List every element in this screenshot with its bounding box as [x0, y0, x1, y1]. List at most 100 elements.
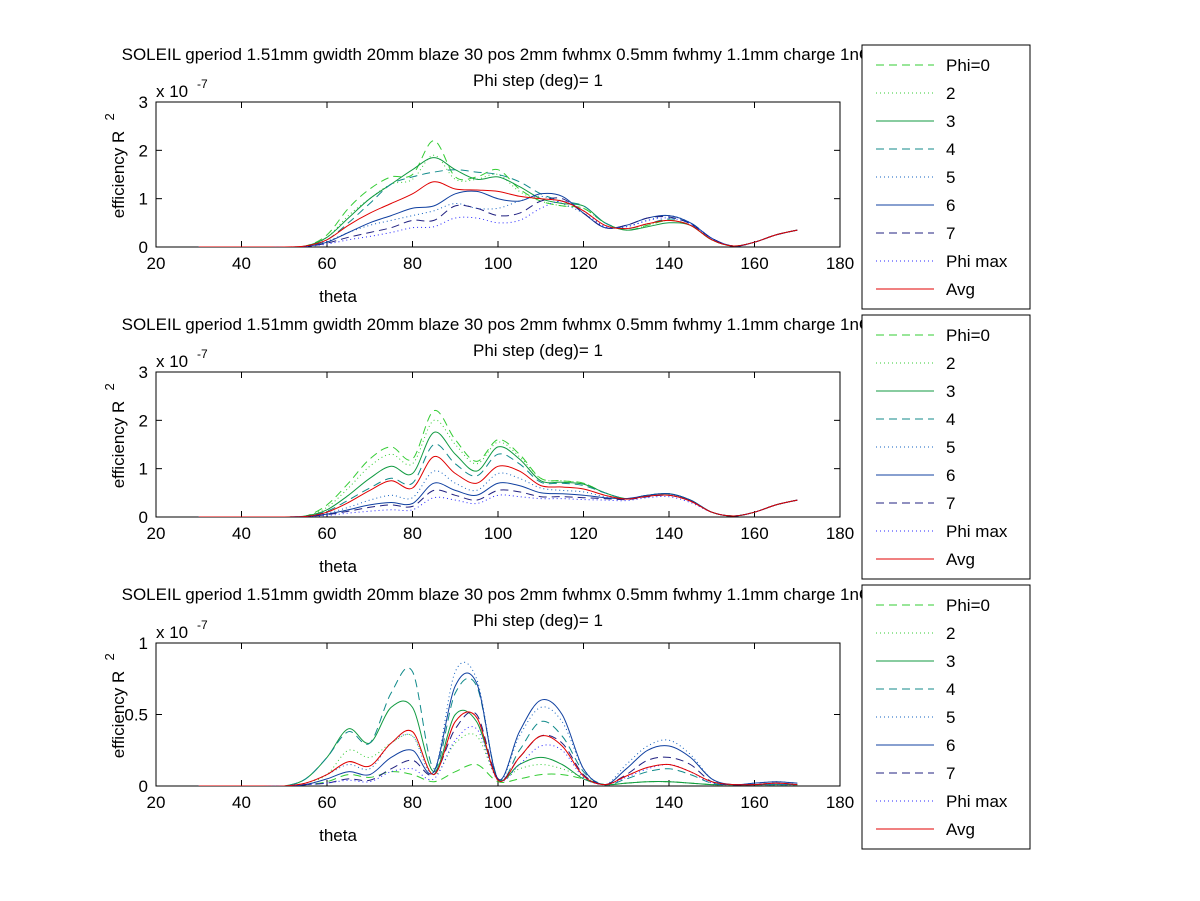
x-tick-label: 120: [569, 524, 597, 543]
series-line-phi3: [198, 157, 798, 247]
y-axis-label-sup: 2: [102, 113, 117, 120]
chart-title: SOLEIL gperiod 1.51mm gwidth 20mm blaze …: [122, 315, 955, 334]
y-tick-label: 1: [139, 634, 148, 653]
x-tick-label: 160: [740, 793, 768, 812]
chart-title: SOLEIL gperiod 1.51mm gwidth 20mm blaze …: [122, 45, 955, 64]
x-tick-label: 20: [147, 793, 166, 812]
chart-subtitle: Phi step (deg)= 1: [473, 611, 603, 630]
series-line-phimax: [198, 200, 798, 247]
x-tick-label: 80: [403, 524, 422, 543]
series-layer: [198, 661, 798, 786]
legend-label: 3: [946, 112, 955, 131]
x-tick-label: 60: [318, 254, 337, 273]
x-tick-label: 20: [147, 254, 166, 273]
plot-area: [155, 371, 841, 518]
legend-label: 4: [946, 410, 955, 429]
x-tick-label: 40: [232, 254, 251, 273]
legend: Phi=0 2 3 4 5 6 7 Phi max Avg: [861, 314, 1031, 580]
legend-label: 6: [946, 466, 955, 485]
legend: Phi=0 2 3 4 5 6 7 Phi max Avg: [861, 584, 1031, 850]
x-tick-label: 80: [403, 793, 422, 812]
exponent-power: -7: [197, 347, 208, 361]
series-line-phi6: [198, 672, 798, 786]
y-axis-label-sup: 2: [102, 383, 117, 390]
series-layer: [198, 410, 798, 517]
legend-label: Phi=0: [946, 596, 990, 615]
exponent-label: x 10: [156, 352, 188, 371]
legend-label: 6: [946, 736, 955, 755]
x-tick-label: 80: [403, 254, 422, 273]
x-tick-label: 140: [655, 254, 683, 273]
x-tick-label: 120: [569, 254, 597, 273]
legend-label: Phi max: [946, 252, 1008, 271]
x-tick-label: 60: [318, 793, 337, 812]
y-tick-label: 2: [139, 141, 148, 160]
series-line-phi5: [198, 661, 798, 786]
series-line-avg: [198, 455, 798, 517]
subplot-2: SOLEIL gperiod 1.51mm gwidth 20mm blaze …: [102, 314, 1031, 580]
series-line-phi7: [198, 711, 798, 786]
y-axis-label: efficiency R: [109, 131, 128, 219]
legend-label: 7: [946, 224, 955, 243]
legend-label: Avg: [946, 550, 975, 569]
x-tick-label: 180: [826, 793, 854, 812]
chart-subtitle: Phi step (deg)= 1: [473, 341, 603, 360]
x-tick-label: 40: [232, 524, 251, 543]
legend-label: 5: [946, 168, 955, 187]
chart-subtitle: Phi step (deg)= 1: [473, 71, 603, 90]
series-line-phi0: [198, 410, 798, 517]
legend-label: Phi max: [946, 522, 1008, 541]
x-tick-label: 120: [569, 793, 597, 812]
subplot-1: SOLEIL gperiod 1.51mm gwidth 20mm blaze …: [102, 44, 1031, 310]
plot-area: [155, 642, 841, 787]
y-tick-label: 0: [139, 777, 148, 796]
series-line-phi3: [198, 431, 798, 517]
y-tick-label: 3: [139, 363, 148, 382]
legend-label: Phi max: [946, 792, 1008, 811]
legend: Phi=0 2 3 4 5 6 7 Phi max Avg: [861, 44, 1031, 310]
x-tick-label: 180: [826, 254, 854, 273]
legend-label: 2: [946, 354, 955, 373]
y-axis-label-group: efficiency R 2: [102, 383, 128, 488]
legend-label: 7: [946, 494, 955, 513]
x-tick-label: 160: [740, 254, 768, 273]
y-tick-label: 0.5: [124, 706, 148, 725]
series-line-phi6: [198, 190, 798, 247]
legend-label: 5: [946, 438, 955, 457]
x-tick-label: 100: [484, 254, 512, 273]
series-line-phi2: [198, 419, 798, 517]
legend-label: 4: [946, 680, 955, 699]
series-line-phi7: [198, 197, 798, 247]
series-line-phi4: [198, 667, 798, 786]
legend-label: 3: [946, 382, 955, 401]
x-tick-label: 40: [232, 793, 251, 812]
legend-label: 2: [946, 624, 955, 643]
legend-label: 5: [946, 708, 955, 727]
series-line-phi2: [198, 154, 798, 247]
x-tick-label: 100: [484, 524, 512, 543]
x-axis-label: theta: [319, 557, 357, 576]
legend-box: [861, 584, 1031, 850]
x-tick-label: 100: [484, 793, 512, 812]
legend-label: Avg: [946, 820, 975, 839]
y-axis-label: efficiency R: [109, 401, 128, 489]
y-tick-label: 1: [139, 460, 148, 479]
series-layer: [198, 140, 798, 247]
exponent-power: -7: [197, 618, 208, 632]
y-tick-label: 0: [139, 238, 148, 257]
y-axis-label-sup: 2: [102, 653, 117, 660]
series-line-phimax: [198, 726, 798, 786]
y-axis-label: efficiency R: [109, 671, 128, 759]
y-axis-label-group: efficiency R 2: [102, 113, 128, 218]
x-axis-label: theta: [319, 287, 357, 306]
x-tick-label: 20: [147, 524, 166, 543]
series-line-phi0: [198, 140, 798, 247]
exponent-label: x 10: [156, 623, 188, 642]
legend-label: Phi=0: [946, 56, 990, 75]
legend-label: Phi=0: [946, 326, 990, 345]
legend-label: Avg: [946, 280, 975, 299]
x-tick-label: 180: [826, 524, 854, 543]
y-tick-label: 1: [139, 190, 148, 209]
plot-area: [155, 101, 841, 248]
legend-label: 6: [946, 196, 955, 215]
